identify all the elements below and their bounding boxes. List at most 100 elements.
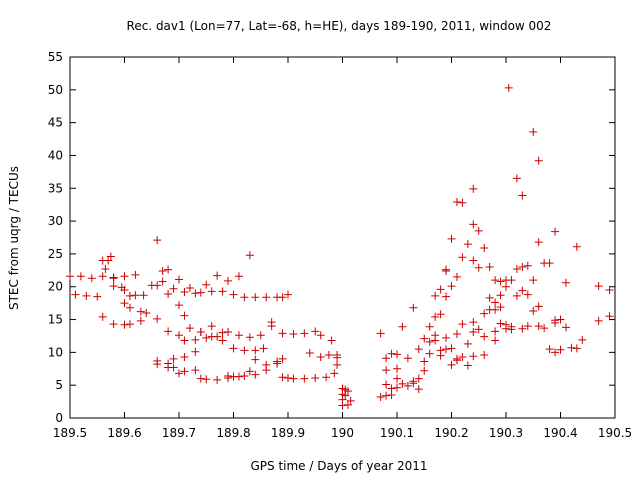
x-tick-label: 190.5 [598,426,632,440]
data-point [333,360,342,369]
plot-frame [69,56,616,419]
data-point [534,156,543,165]
data-point [234,272,243,281]
data-point [229,344,238,353]
y-tick-label: 5 [55,378,63,392]
data-point [234,372,243,381]
data-point [545,259,554,268]
data-point [71,290,80,299]
data-point [491,336,500,345]
data-point [175,301,183,310]
data-point [245,367,254,376]
data-point [259,344,268,353]
data-point [403,354,412,363]
x-tick-label: 190 [331,426,354,440]
data-point [480,350,489,359]
y-tick-label: 35 [48,181,63,195]
x-tick-label: 189.9 [271,426,305,440]
data-point [414,374,423,383]
data-point [131,291,140,300]
data-point [458,198,467,207]
data-point [442,333,451,342]
data-point [139,291,148,300]
data-point [120,320,129,329]
data-point [278,373,287,382]
data-point [341,391,350,400]
data-point [305,349,314,358]
data-point [523,322,532,331]
data-point [496,277,505,286]
data-point [278,293,287,302]
data-point [414,345,423,354]
data-point [82,291,91,300]
data-point [158,266,167,275]
y-tick-label: 30 [48,214,63,228]
x-axis-label: GPS time / Days of year 2011 [250,459,427,473]
data-point [191,335,200,344]
data-point [496,319,505,328]
data-point [376,392,385,401]
y-axis-label: STEC from uqrg / TECUs [7,166,21,310]
data-point [224,328,233,337]
data-point [180,352,189,361]
data-point [393,350,401,359]
data-point [447,282,456,291]
data-point [485,293,494,302]
data-point [164,327,173,336]
data-point [425,337,434,346]
data-point [175,369,183,378]
data-point [109,282,118,291]
data-point [213,332,222,341]
data-point [447,344,456,353]
data-point [218,287,227,296]
data-point [382,354,391,363]
data-point [169,284,178,293]
data-point [436,351,445,360]
data-point [234,331,243,340]
x-tick-label: 189.6 [107,426,141,440]
data-point [300,329,309,338]
data-point [496,291,505,300]
data-point [442,345,451,354]
x-tick-label: 189.7 [162,426,196,440]
x-tick-label: 190.4 [543,426,577,440]
data-point [327,336,336,345]
data-point [207,322,216,331]
data-point [474,226,483,235]
data-point [278,354,287,363]
data-point [469,318,478,327]
data-point [529,276,538,285]
data-point [452,354,461,363]
data-point [382,366,391,375]
data-point [605,312,614,321]
data-point [551,318,560,327]
data-point [409,303,418,312]
y-tick-label: 20 [48,280,63,294]
x-tick-label: 190.2 [434,426,468,440]
data-point [316,352,325,361]
data-point [213,375,222,384]
data-point [256,331,265,340]
data-point [452,272,461,281]
y-tick-label: 10 [48,345,63,359]
data-point [98,256,107,265]
data-point [463,240,472,249]
data-point [436,310,445,319]
data-point [289,329,298,338]
data-point [523,261,532,270]
axis-ticks: 189.5 189.6 189.7 189.8 189.9 190 190.1 190.2 19… [48,50,632,440]
x-tick-label: 189.5 [53,426,87,440]
data-point [153,236,162,245]
data-point [442,292,451,301]
data-point [491,276,500,285]
data-point [393,374,401,383]
data-point [398,379,407,388]
data-point [605,286,614,295]
data-point [185,324,194,333]
data-point [572,242,581,251]
y-tick-label: 45 [48,116,63,130]
data-point [191,347,200,356]
data-point [556,315,565,324]
data-point [474,325,483,334]
data-point [420,334,429,343]
